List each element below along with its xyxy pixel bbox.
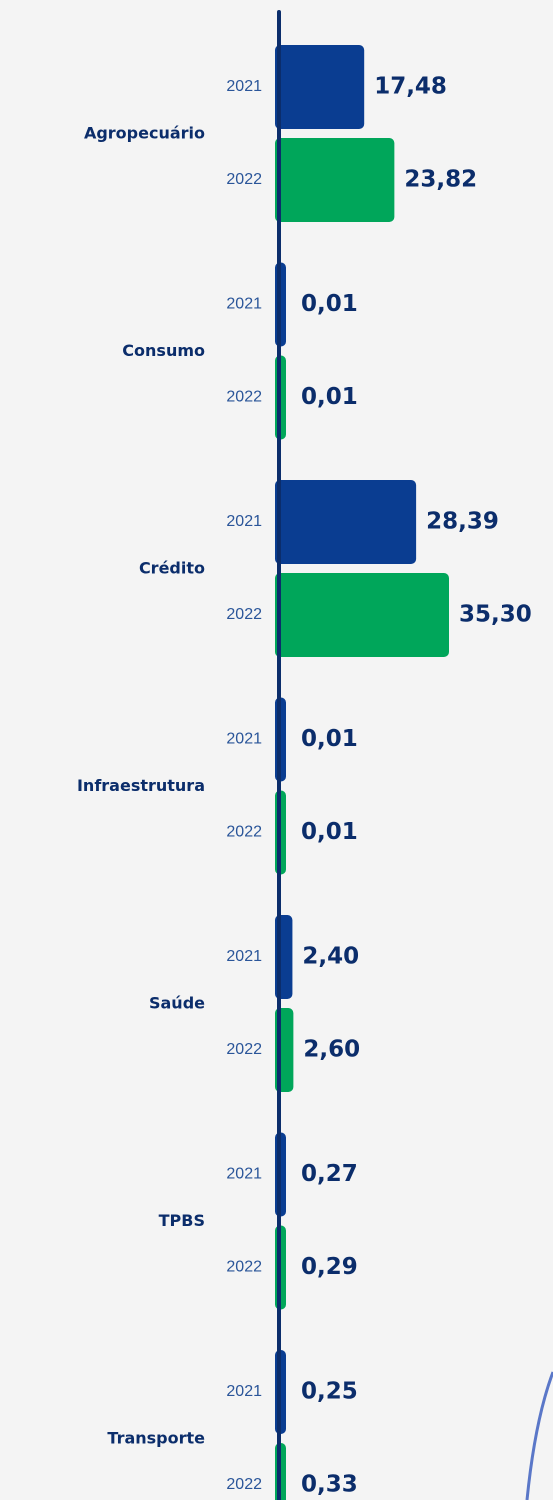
series-label: 2021 (226, 948, 262, 965)
series-label: 2021 (226, 78, 262, 95)
series-label: 2022 (226, 606, 262, 623)
series-label: 2021 (226, 731, 262, 748)
value-label: 0,25 (301, 1379, 358, 1405)
value-label: 0,01 (301, 291, 358, 317)
series-label: 2022 (226, 1476, 262, 1493)
value-label: 2,40 (302, 944, 359, 970)
category-label: Infraestrutura (77, 776, 205, 795)
category-label: Saúde (149, 994, 205, 1013)
category-label: TPBS (159, 1211, 205, 1230)
value-label: 23,82 (404, 167, 477, 193)
bar (275, 138, 395, 222)
bar (275, 573, 449, 657)
series-label: 2021 (226, 296, 262, 313)
value-label: 2,60 (303, 1037, 360, 1063)
series-label: 2021 (226, 1383, 262, 1400)
value-label: 0,33 (301, 1472, 358, 1498)
decorative-curve (525, 1371, 553, 1500)
value-label: 0,01 (301, 819, 358, 845)
series-label: 2021 (226, 513, 262, 530)
value-label: 0,01 (301, 726, 358, 752)
value-label: 0,27 (301, 1161, 358, 1187)
series-label: 2021 (226, 1166, 262, 1183)
bar (275, 480, 417, 564)
category-label: Transporte (107, 1429, 205, 1448)
value-label: 0,29 (301, 1254, 358, 1280)
series-label: 2022 (226, 1259, 262, 1276)
value-label: 28,39 (426, 509, 499, 535)
series-label: 2022 (226, 389, 262, 406)
category-label: Agropecuário (84, 124, 205, 143)
category-label: Consumo (122, 341, 205, 360)
value-label: 35,30 (459, 602, 532, 628)
value-label: 17,48 (374, 74, 447, 100)
value-label: 0,01 (301, 384, 358, 410)
series-label: 2022 (226, 171, 262, 188)
series-label: 2022 (226, 1041, 262, 1058)
series-label: 2022 (226, 824, 262, 841)
category-label: Crédito (139, 559, 205, 578)
bars: Agropecuário 2021 17,48 2022 23,82 Consumo 202… (77, 45, 532, 1500)
bar (275, 45, 365, 129)
